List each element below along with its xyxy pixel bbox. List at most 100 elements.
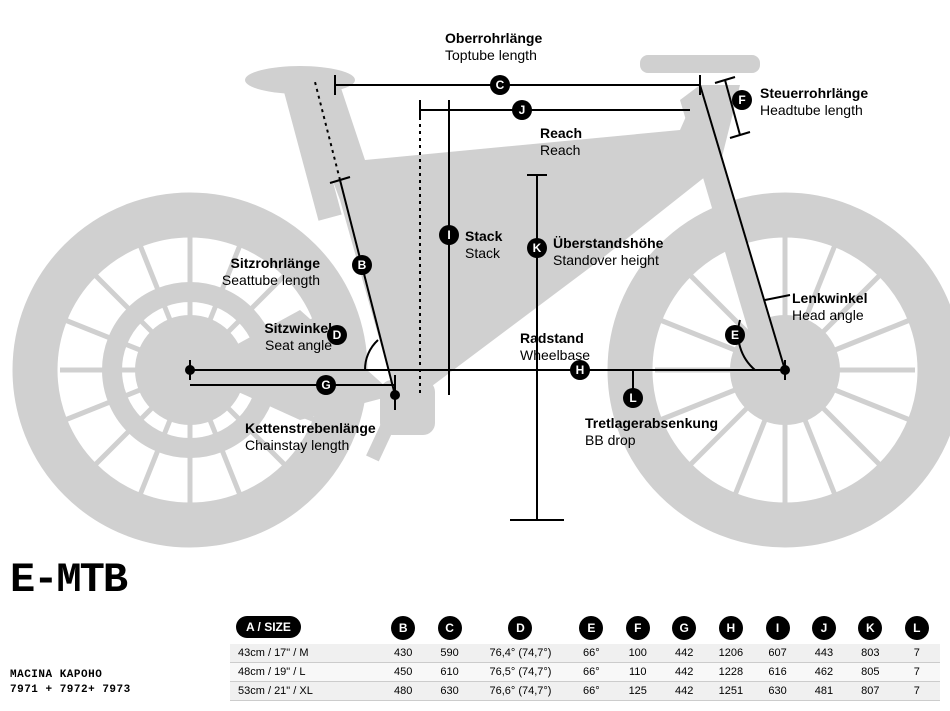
label-B: SitzrohrlängeSeattube length <box>180 255 320 289</box>
label-I: StackStack <box>465 228 502 262</box>
label-en-H: Wheelbase <box>520 347 590 364</box>
marker-text-C: C <box>496 78 505 92</box>
label-en-C: Toptube length <box>445 47 542 64</box>
marker-text-G: G <box>321 378 330 392</box>
col-header-G: G <box>672 616 696 640</box>
marker-text-I: I <box>447 228 450 242</box>
col-header-C: C <box>438 616 462 640</box>
cell-G: 442 <box>661 682 707 701</box>
label-en-I: Stack <box>465 245 502 262</box>
label-E: LenkwinkelHead angle <box>792 290 867 324</box>
label-de-J: Reach <box>540 125 582 142</box>
footer: E-MTB MACINA KAPOHO 7971 + 7972+ 7973 A … <box>0 556 950 711</box>
cell-F: 110 <box>615 663 661 682</box>
label-en-D: Seat angle <box>192 337 332 354</box>
marker-text-D: D <box>333 328 342 342</box>
cell-B: 430 <box>380 644 426 663</box>
cell-E: 66° <box>568 663 614 682</box>
cell-F: 125 <box>615 682 661 701</box>
label-F: SteuerrohrlängeHeadtube length <box>760 85 868 119</box>
label-de-F: Steuerrohrlänge <box>760 85 868 102</box>
cell-C: 630 <box>426 682 472 701</box>
label-en-F: Headtube length <box>760 102 868 119</box>
col-header-I: I <box>766 616 790 640</box>
marker-text-K: K <box>533 241 542 255</box>
model-name: MACINA KAPOHO 7971 + 7972+ 7973 <box>10 668 131 697</box>
col-header-J: J <box>812 616 836 640</box>
category-title: E-MTB <box>10 556 940 604</box>
label-K: ÜberstandshöheStandover height <box>553 235 663 269</box>
label-en-J: Reach <box>540 142 582 159</box>
label-de-I: Stack <box>465 228 502 245</box>
cell-D: 76,4° (74,7°) <box>473 644 568 663</box>
table-row: 53cm / 21" / XL48063076,6° (74,7°)66°125… <box>230 682 940 701</box>
label-de-E: Lenkwinkel <box>792 290 867 307</box>
label-C: OberrohrlängeToptube length <box>445 30 542 64</box>
cell-F: 100 <box>615 644 661 663</box>
cell-D: 76,5° (74,7°) <box>473 663 568 682</box>
cell-K: 803 <box>847 644 893 663</box>
col-header-L: L <box>905 616 929 640</box>
cell-D: 76,6° (74,7°) <box>473 682 568 701</box>
label-de-D: Sitzwinkel <box>192 320 332 337</box>
cell-B: 450 <box>380 663 426 682</box>
cell-H: 1228 <box>707 663 754 682</box>
label-de-G: Kettenstrebenlänge <box>245 420 376 437</box>
cell-size: 48cm / 19" / L <box>230 663 380 682</box>
col-header-D: D <box>508 616 532 640</box>
label-de-H: Radstand <box>520 330 590 347</box>
cell-J: 443 <box>801 644 847 663</box>
marker-text-H: H <box>576 363 585 377</box>
label-G: KettenstrebenlängeChainstay length <box>245 420 376 454</box>
cell-H: 1206 <box>707 644 754 663</box>
cell-E: 66° <box>568 682 614 701</box>
table-row: 43cm / 17" / M43059076,4° (74,7°)66°1004… <box>230 644 940 663</box>
label-de-K: Überstandshöhe <box>553 235 663 252</box>
label-en-B: Seattube length <box>180 272 320 289</box>
cell-J: 462 <box>801 663 847 682</box>
cell-H: 1251 <box>707 682 754 701</box>
cell-L: 7 <box>894 644 940 663</box>
col-header-F: F <box>626 616 650 640</box>
marker-text-E: E <box>731 328 739 342</box>
cell-J: 481 <box>801 682 847 701</box>
cell-L: 7 <box>894 682 940 701</box>
label-en-E: Head angle <box>792 307 867 324</box>
bike-geometry-diagram: BCDEFGHIJKL <box>0 0 950 560</box>
label-de-B: Sitzrohrlänge <box>180 255 320 272</box>
label-de-L: Tretlagerabsenkung <box>585 415 718 432</box>
cell-size: 53cm / 21" / XL <box>230 682 380 701</box>
cell-size: 43cm / 17" / M <box>230 644 380 663</box>
label-en-G: Chainstay length <box>245 437 376 454</box>
label-en-K: Standover height <box>553 252 663 269</box>
cell-K: 805 <box>847 663 893 682</box>
label-D: SitzwinkelSeat angle <box>192 320 332 354</box>
label-J: ReachReach <box>540 125 582 159</box>
marker-text-F: F <box>738 93 745 107</box>
marker-text-B: B <box>358 258 367 272</box>
cell-I: 607 <box>754 644 800 663</box>
geometry-table-wrap: A / SIZE BC D EFGHIJKL 43cm / 17" / M430590… <box>230 612 940 701</box>
marker-text-L: L <box>629 391 636 405</box>
label-en-L: BB drop <box>585 432 718 449</box>
model-line1: MACINA KAPOHO <box>10 669 102 681</box>
cell-C: 610 <box>426 663 472 682</box>
cell-I: 630 <box>754 682 800 701</box>
col-header-H: H <box>719 616 743 640</box>
label-L: TretlagerabsenkungBB drop <box>585 415 718 449</box>
model-line2: 7971 + 7972+ 7973 <box>10 684 131 696</box>
label-de-C: Oberrohrlänge <box>445 30 542 47</box>
geometry-table: A / SIZE BC D EFGHIJKL 43cm / 17" / M430590… <box>230 612 940 701</box>
col-header-E: E <box>579 616 603 640</box>
col-header-B: B <box>391 616 415 640</box>
cell-B: 480 <box>380 682 426 701</box>
cell-G: 442 <box>661 644 707 663</box>
table-row: 48cm / 19" / L45061076,5° (74,7°)66°1104… <box>230 663 940 682</box>
cell-I: 616 <box>754 663 800 682</box>
col-header-size: A / SIZE <box>236 616 301 638</box>
cell-G: 442 <box>661 663 707 682</box>
cell-L: 7 <box>894 663 940 682</box>
cell-E: 66° <box>568 644 614 663</box>
col-header-K: K <box>858 616 882 640</box>
label-H: RadstandWheelbase <box>520 330 590 364</box>
